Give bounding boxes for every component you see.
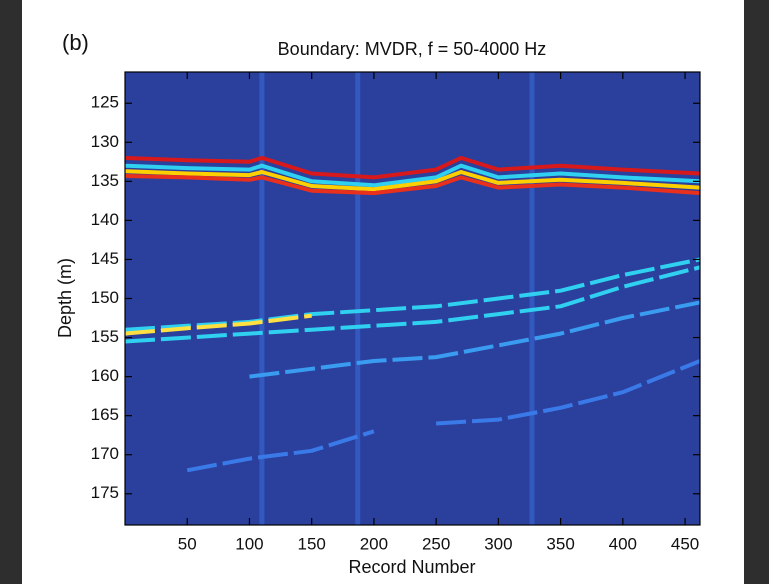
noise-column xyxy=(259,72,265,525)
y-tick-label: 175 xyxy=(91,483,119,502)
reflector xyxy=(124,169,701,192)
y-tick-label: 145 xyxy=(91,249,119,268)
x-tick-label: 350 xyxy=(546,534,574,553)
x-tick-label: 200 xyxy=(360,534,388,553)
y-tick-label: 160 xyxy=(91,366,119,385)
x-tick-label: 400 xyxy=(609,534,637,553)
x-tick-label: 300 xyxy=(484,534,512,553)
reflector xyxy=(124,173,701,196)
y-tick-label: 135 xyxy=(91,171,119,190)
heatmap-background xyxy=(125,72,700,525)
y-tick-label: 140 xyxy=(91,210,119,229)
y-tick-label: 150 xyxy=(91,288,119,307)
reflector xyxy=(124,163,701,188)
x-axis-label: Record Number xyxy=(348,557,475,577)
reflector xyxy=(124,313,312,336)
y-tick-label: 165 xyxy=(91,405,119,424)
y-axis-label: Depth (m) xyxy=(55,258,75,338)
reflector xyxy=(435,359,701,426)
reflector xyxy=(249,300,701,379)
x-tick-label: 50 xyxy=(178,534,197,553)
x-tick-label: 150 xyxy=(298,534,326,553)
y-tick-label: 170 xyxy=(91,444,119,463)
reflector xyxy=(124,265,701,344)
noise-column xyxy=(355,72,361,525)
chart-title: Boundary: MVDR, f = 50-4000 Hz xyxy=(278,39,547,59)
x-tick-label: 250 xyxy=(422,534,450,553)
x-tick-label: 100 xyxy=(235,534,263,553)
y-tick-label: 130 xyxy=(91,132,119,151)
reflector xyxy=(186,429,375,473)
noise-column xyxy=(529,72,535,525)
x-tick-label: 450 xyxy=(671,534,699,553)
panel-label: (b) xyxy=(62,30,89,55)
reflector xyxy=(124,155,701,180)
y-tick-label: 155 xyxy=(91,327,119,346)
y-tick-label: 125 xyxy=(91,93,119,112)
